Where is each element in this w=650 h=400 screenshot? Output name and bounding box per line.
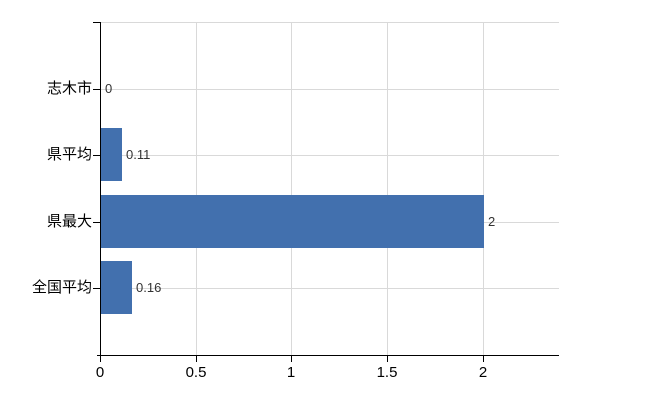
y-axis-line: [100, 22, 101, 356]
y-axis-top-tick: [93, 22, 100, 23]
category-label: 県平均: [46, 146, 92, 163]
x-axis-tick-label: 0: [95, 364, 105, 381]
x-axis-tick-label: 1: [286, 364, 296, 381]
x-axis-tick: [291, 356, 292, 362]
y-axis-tick: [93, 222, 100, 223]
x-axis-tick: [483, 356, 484, 362]
x-axis-tick-label: 1.5: [376, 364, 398, 381]
bar[interactable]: [101, 195, 484, 248]
bar[interactable]: [101, 128, 122, 181]
bar-value-label: 0.16: [136, 280, 162, 295]
x-gridline: [291, 23, 292, 355]
x-axis-tick: [387, 356, 388, 362]
bar[interactable]: [101, 261, 132, 314]
y-axis-tick: [93, 155, 100, 156]
category-gridline: [101, 155, 559, 156]
x-gridline: [387, 23, 388, 355]
y-axis-tick: [93, 288, 100, 289]
x-axis-tick: [196, 356, 197, 362]
bar-value-label: 2: [488, 214, 496, 229]
x-axis-tick-label: 0.5: [185, 364, 207, 381]
bar-value-label: 0: [105, 81, 113, 96]
x-gridline: [196, 23, 197, 355]
category-label: 県最大: [46, 213, 92, 230]
category-gridline: [101, 89, 559, 90]
category-label: 全国平均: [31, 279, 92, 296]
x-gridline: [483, 23, 484, 355]
bar-value-label: 0.11: [126, 147, 151, 162]
plot-area-top-border: [100, 22, 559, 23]
x-axis-tick-label: 2: [478, 364, 488, 381]
y-axis-tick: [93, 89, 100, 90]
category-label: 志木市: [46, 80, 92, 97]
x-axis-tick: [100, 356, 101, 362]
category-gridline: [101, 288, 559, 289]
x-axis-line: [97, 355, 559, 356]
